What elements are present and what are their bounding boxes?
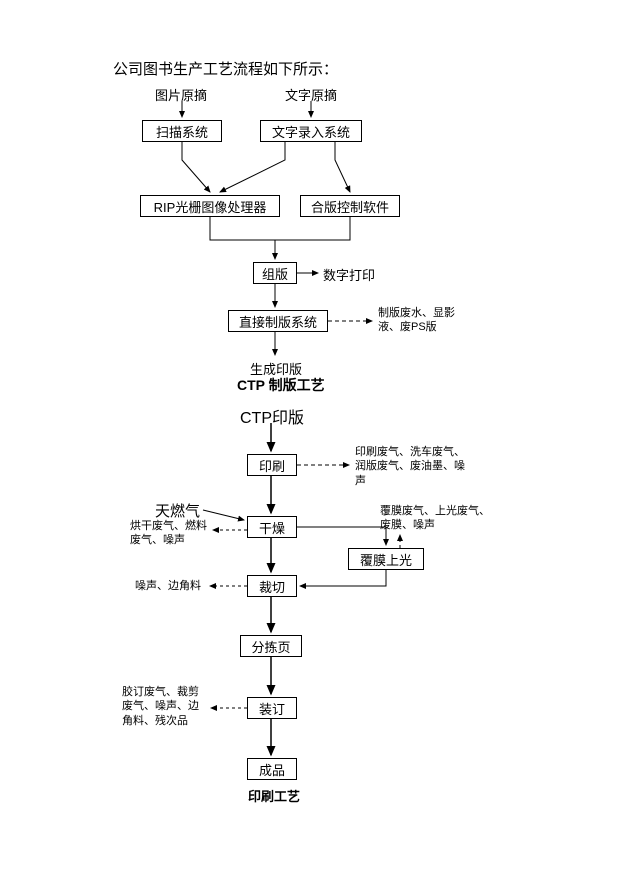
print-box: 印刷 [247, 454, 297, 476]
merge-soft-box: 合版控制软件 [300, 195, 400, 217]
merge-soft-text: 合版控制软件 [311, 197, 389, 216]
compose-box: 组版 [253, 262, 297, 284]
product-box: 成品 [247, 758, 297, 780]
sort-text: 分拣页 [251, 637, 290, 656]
compose-text: 组版 [262, 264, 288, 283]
coating-text: 覆膜上光 [360, 550, 412, 569]
rip-text: RIP光栅图像处理器 [154, 197, 267, 216]
pic-source-label: 图片原摘 [155, 85, 207, 104]
cut-box: 裁切 [247, 575, 297, 597]
cut-text: 裁切 [259, 577, 285, 596]
print-process-label: 印刷工艺 [248, 786, 300, 805]
direct-plate-text: 直接制版系统 [239, 312, 317, 331]
plate-waste-label: 制版废水、显影液、废PS版 [378, 306, 473, 335]
bind-box: 装订 [247, 697, 297, 719]
text-input-text: 文字录入系统 [272, 122, 350, 141]
sort-box: 分拣页 [240, 635, 302, 657]
dry-waste-label: 烘干废气、燃料废气、噪声 [130, 519, 210, 548]
coating-box: 覆膜上光 [348, 548, 424, 570]
bind-text: 装订 [259, 699, 285, 718]
digital-print-label: 数字打印 [323, 265, 375, 284]
rip-box: RIP光栅图像处理器 [140, 195, 280, 217]
coating-waste-label: 覆膜废气、上光废气、废膜、噪声 [380, 504, 490, 533]
print-waste-label: 印刷废气、洗车废气、润版废气、废油墨、噪声 [355, 445, 475, 488]
direct-plate-box: 直接制版系统 [228, 310, 328, 332]
page-title: 公司图书生产工艺流程如下所示： [113, 58, 338, 79]
scan-system-text: 扫描系统 [156, 122, 208, 141]
dry-text: 干燥 [259, 518, 285, 537]
bind-waste-label: 胶订废气、裁剪废气、噪声、边角料、残次品 [122, 685, 207, 728]
text-input-box: 文字录入系统 [260, 120, 362, 142]
gas-label: 天燃气 [155, 500, 200, 521]
scan-system-box: 扫描系统 [142, 120, 222, 142]
ctp-process-label: CTP 制版工艺 [237, 375, 325, 395]
product-text: 成品 [259, 760, 285, 779]
cut-waste-label: 噪声、边角料 [135, 579, 201, 593]
ctp-plate-label: CTP印版 [240, 404, 304, 428]
print-text: 印刷 [259, 456, 285, 475]
dry-box: 干燥 [247, 516, 297, 538]
text-source-label: 文字原摘 [285, 85, 337, 104]
